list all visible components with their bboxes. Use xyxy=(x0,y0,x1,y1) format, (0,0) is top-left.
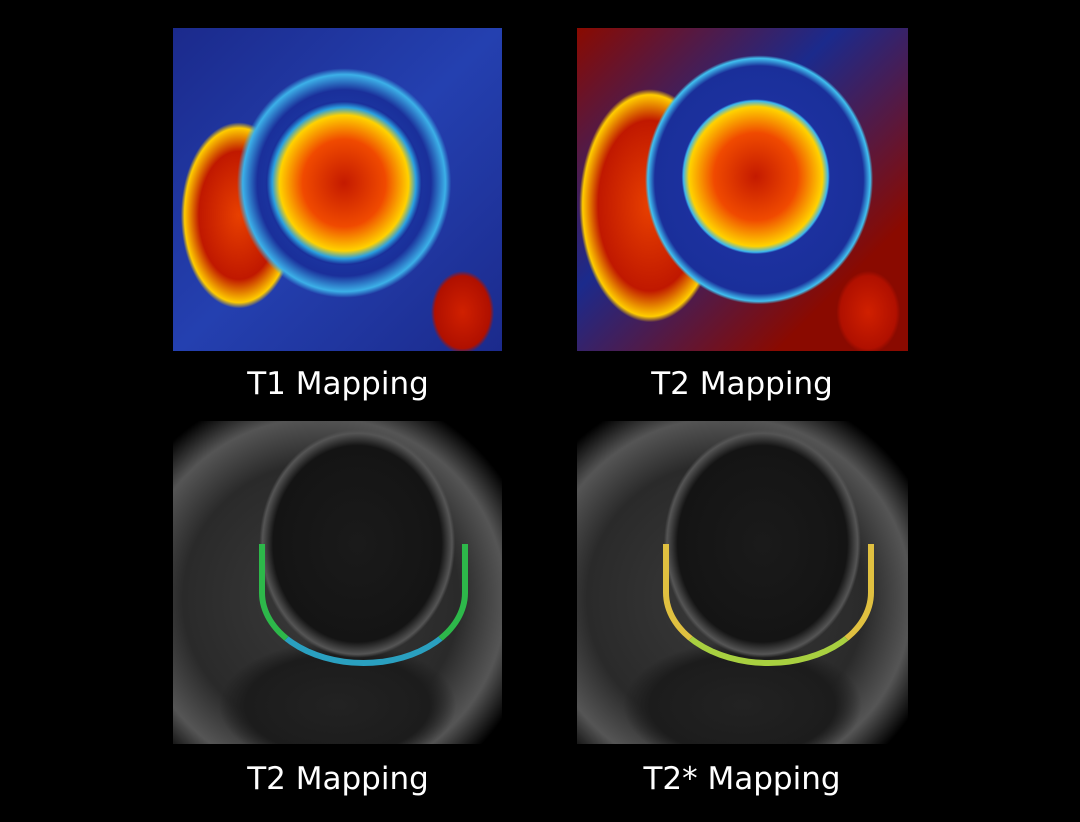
t2-mapping-knee-caption: T2 Mapping xyxy=(247,761,429,797)
t2star-mapping-knee-image xyxy=(577,421,908,744)
cartilage-overlay xyxy=(663,543,874,666)
t2star-mapping-caption: T2* Mapping xyxy=(643,761,841,797)
cartilage-overlay xyxy=(258,543,468,666)
t1-mapping-cardiac-image xyxy=(173,28,502,351)
t2-mapping-cardiac-caption: T2 Mapping xyxy=(651,366,833,402)
t2-mapping-cardiac-image xyxy=(577,28,908,351)
cardiac-colormap xyxy=(173,28,502,351)
t1-mapping-caption: T1 Mapping xyxy=(247,366,429,402)
t2-mapping-knee-image xyxy=(173,421,502,744)
